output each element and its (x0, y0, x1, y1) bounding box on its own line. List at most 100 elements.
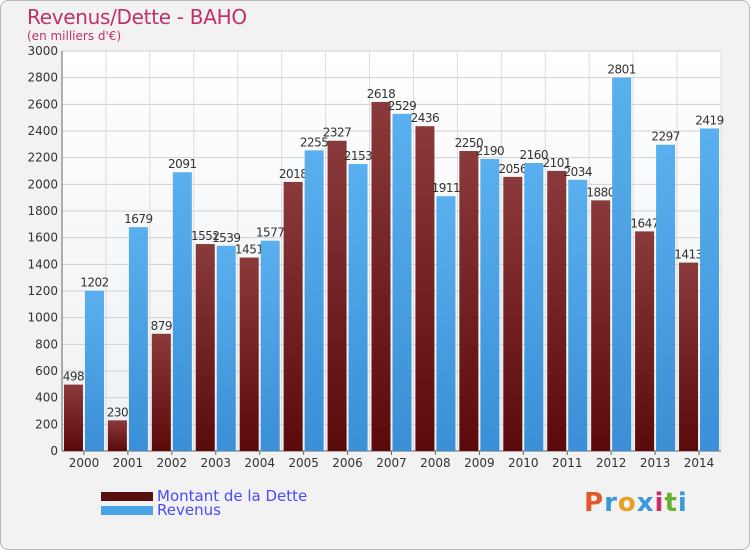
data-label: 1539 (212, 231, 241, 245)
data-label: 1880 (586, 185, 615, 199)
data-label: 498 (63, 370, 84, 384)
logo-letter: o (617, 488, 637, 518)
bar-revenus (524, 163, 544, 451)
y-tick-label: 3000 (27, 44, 58, 58)
logo-letter: x (636, 488, 655, 518)
x-tick-label: 2005 (288, 456, 319, 470)
x-tick-label: 2001 (113, 456, 144, 470)
data-label: 1552 (191, 229, 220, 243)
logo-letter: P (584, 488, 605, 518)
y-tick-label: 2200 (27, 151, 58, 165)
x-tick-label: 2012 (596, 456, 627, 470)
x-tick-label: 2009 (464, 456, 495, 470)
data-label: 2327 (323, 126, 352, 140)
proxiti-logo: Proxiti (584, 488, 688, 518)
bar-dette (63, 384, 83, 451)
bar-dette (459, 151, 479, 451)
y-tick-label: 1600 (27, 231, 58, 245)
data-label: 2091 (168, 157, 197, 171)
plot-area (62, 51, 721, 451)
chart-title: Revenus/Dette - BAHO (27, 5, 247, 29)
data-label: 2018 (279, 167, 308, 181)
data-label: 2618 (367, 87, 396, 101)
legend-item-revenus: Revenus (101, 501, 221, 519)
x-tick-label: 2011 (552, 456, 583, 470)
y-tick-label: 1800 (27, 204, 58, 218)
x-tick-label: 2004 (244, 456, 275, 470)
bar-revenus (480, 159, 500, 451)
data-label: 1679 (124, 212, 153, 226)
logo-letter: i (654, 488, 665, 518)
bar-revenus (568, 179, 588, 452)
y-tick-label: 0 (50, 444, 58, 458)
x-tick-label: 2008 (420, 456, 451, 470)
bar-dette (547, 170, 567, 451)
data-label: 230 (107, 405, 128, 419)
data-label: 2419 (695, 113, 724, 127)
x-tick-label: 2014 (684, 456, 715, 470)
bar-revenus (216, 245, 236, 451)
bar-dette (327, 140, 347, 451)
data-label: 2297 (651, 130, 680, 144)
data-label: 1577 (256, 226, 285, 240)
bar-dette (371, 101, 391, 451)
legend-swatch-dette (101, 491, 153, 501)
data-label: 2801 (607, 63, 636, 77)
bar-dette (503, 176, 523, 451)
y-tick-label: 600 (35, 364, 58, 378)
x-tick-label: 2003 (200, 456, 231, 470)
y-tick-label: 2800 (27, 71, 58, 85)
data-label: 1202 (80, 276, 109, 290)
bar-revenus (172, 172, 192, 451)
bar-dette (635, 231, 655, 451)
data-label: 2190 (476, 144, 505, 158)
x-tick-label: 2013 (640, 456, 671, 470)
x-tick-label: 2007 (376, 456, 407, 470)
data-label: 2255 (300, 135, 329, 149)
y-tick-label: 1400 (27, 257, 58, 271)
chart-subtitle: (en milliers d'€) (27, 29, 122, 43)
data-label: 2160 (520, 148, 549, 162)
data-label: 2436 (411, 111, 440, 125)
legend-item-dette: Montant de la Dette (101, 487, 308, 505)
bar-dette (415, 126, 435, 451)
y-tick-label: 1000 (27, 311, 58, 325)
bar-revenus (260, 240, 280, 451)
bar-dette (151, 333, 171, 451)
data-label: 2153 (344, 149, 373, 163)
x-tick-label: 2000 (69, 456, 100, 470)
bar-dette (107, 420, 127, 451)
bar-dette (679, 262, 699, 451)
bar-revenus (700, 128, 720, 451)
logo-letter: i (677, 488, 688, 518)
y-tick-label: 1200 (27, 284, 58, 298)
bar-revenus (84, 290, 104, 451)
data-label: 2250 (455, 136, 484, 150)
bar-revenus (392, 113, 412, 452)
data-label: 2034 (563, 165, 592, 179)
y-tick-label: 2400 (27, 124, 58, 138)
legend-swatch-revenus (101, 505, 153, 515)
bar-revenus (436, 196, 456, 451)
data-label: 1647 (630, 216, 659, 230)
x-tick-label: 2010 (508, 456, 539, 470)
logo-letter: r (604, 488, 618, 518)
logo-letter: t (664, 488, 678, 518)
bar-revenus (304, 150, 324, 452)
data-label: 2101 (542, 156, 571, 170)
bar-revenus (612, 77, 632, 452)
x-tick-label: 2006 (332, 456, 363, 470)
data-label: 1451 (235, 243, 264, 257)
bar-revenus (348, 163, 368, 451)
y-tick-label: 200 (35, 417, 58, 431)
legend-label-dette: Montant de la Dette (157, 487, 308, 505)
bar-dette (283, 181, 303, 451)
data-label: 1911 (432, 181, 461, 195)
y-tick-label: 800 (35, 337, 58, 351)
y-tick-label: 400 (35, 391, 58, 405)
data-label: 879 (151, 319, 172, 333)
bar-revenus (656, 144, 676, 451)
data-label: 2529 (388, 99, 417, 113)
data-label: 2056 (499, 162, 528, 176)
